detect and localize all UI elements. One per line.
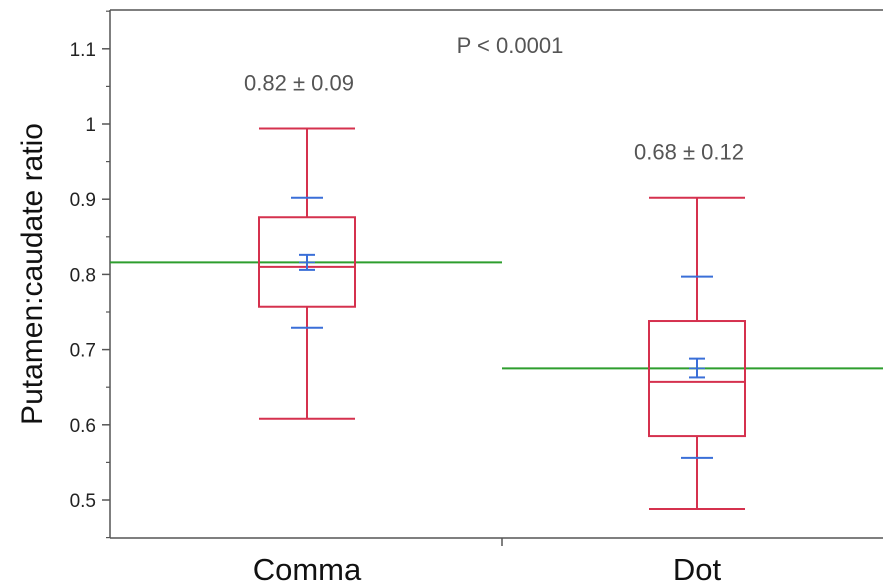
box-annotation: 0.68 ± 0.12 <box>634 140 744 165</box>
x-category-label: Comma <box>253 552 362 587</box>
iqr-box <box>648 320 746 438</box>
box-group-comma: 0.82 ± 0.09 Comma <box>110 71 502 587</box>
x-category-label: Dot <box>673 552 722 587</box>
y-tick-label: 0.8 <box>70 265 96 286</box>
y-ticks: 0.5 0.6 0.7 0.8 0.9 1 1.1 <box>70 10 110 539</box>
y-tick-label: 0.7 <box>70 341 96 362</box>
iqr-box <box>258 216 356 308</box>
y-axis-title: Putamen:caudate ratio <box>16 123 49 425</box>
y-tick-label: 0.9 <box>70 190 96 211</box>
axes <box>109 9 883 546</box>
p-value-label: P < 0.0001 <box>457 33 564 58</box>
y-tick-label: 0.6 <box>70 416 96 437</box>
y-tick-label: 0.5 <box>70 491 96 512</box>
labels: Putamen:caudate ratio P < 0.0001 <box>16 33 563 425</box>
y-tick-label: 1 <box>85 115 96 136</box>
plot-marks: 0.82 ± 0.09 Comma 0.68 ± 0.12 Dot <box>110 71 883 587</box>
box-annotation: 0.82 ± 0.09 <box>244 71 354 96</box>
y-tick-label: 1.1 <box>70 40 96 61</box>
box-group-dot: 0.68 ± 0.12 Dot <box>502 140 883 587</box>
